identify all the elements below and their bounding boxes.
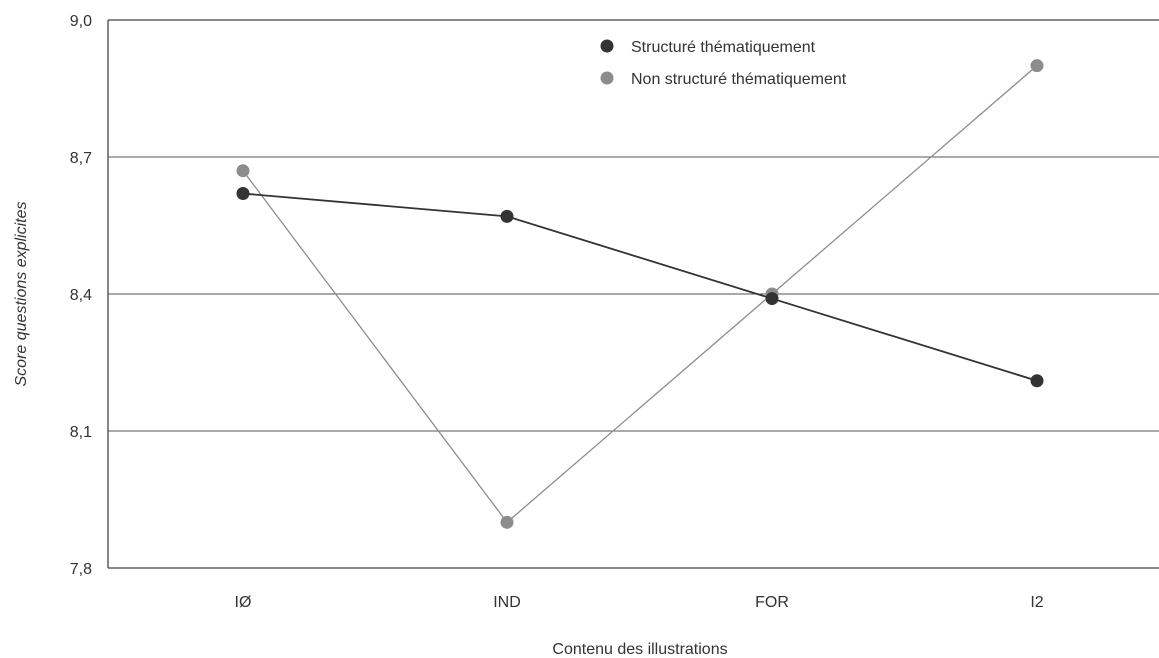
y-tick-label: 8,1 [70, 424, 92, 441]
x-tick-label: IØ [235, 594, 252, 611]
y-tick-label: 8,7 [70, 150, 92, 167]
data-point-structure [236, 187, 250, 201]
data-point-non-structure [500, 515, 514, 529]
data-point-non-structure [236, 164, 250, 178]
legend-marker [600, 39, 614, 53]
x-tick-labels: IØ IND FOR I2 [235, 594, 1044, 611]
x-axis-title: Contenu des illustrations [552, 641, 727, 658]
x-tick-label: IND [493, 594, 521, 611]
legend-marker [600, 71, 614, 85]
series-line-non-structure [242, 65, 1038, 524]
y-tick-label: 9,0 [70, 13, 92, 30]
gridlines [108, 156, 1159, 432]
plot-frame [107, 19, 1159, 569]
legend-label: Non structuré thématiquement [631, 71, 847, 88]
legend: Structuré thématiquement Non structuré th… [600, 39, 847, 88]
data-point-structure [500, 209, 514, 223]
x-tick-label: I2 [1030, 594, 1043, 611]
series-lines [242, 65, 1038, 524]
y-tick-label: 7,8 [70, 561, 92, 578]
x-tick-label: FOR [755, 594, 789, 611]
data-point-non-structure [1030, 59, 1044, 73]
data-point-structure [765, 292, 779, 306]
series-points [236, 59, 1044, 529]
legend-label: Structuré thématiquement [631, 39, 816, 56]
series-layer [236, 59, 1044, 529]
series-line-structure [242, 192, 1038, 382]
y-tick-labels: 7,8 8,1 8,4 8,7 9,0 [70, 13, 92, 578]
y-axis-title: Score questions explicites [13, 202, 30, 387]
y-tick-label: 8,4 [70, 287, 92, 304]
data-point-structure [1030, 374, 1044, 388]
